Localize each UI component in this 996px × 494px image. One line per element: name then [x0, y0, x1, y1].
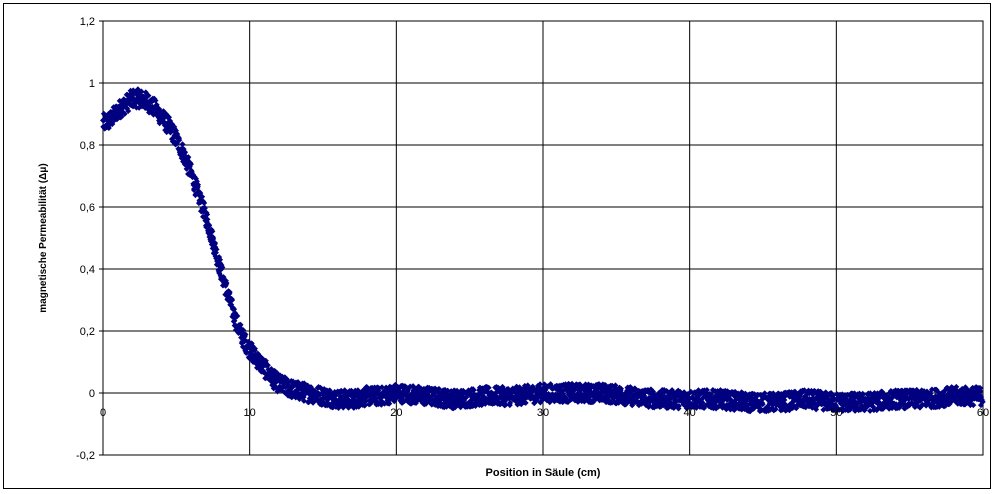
data-point — [237, 321, 244, 328]
data-point — [502, 401, 509, 408]
y-tick-label: 0,2 — [80, 326, 95, 338]
chart-svg: -0,2 0 0,2 0,4 0,6 0,8 1 1,2 0 10 20 30 40 50 60 magne… — [38, 16, 989, 479]
data-markers — [100, 86, 986, 415]
data-point — [223, 279, 230, 286]
data-point — [251, 345, 258, 352]
data-point — [378, 384, 385, 391]
x-tick-label: 0 — [100, 407, 106, 419]
data-point — [229, 297, 236, 304]
data-point — [524, 382, 531, 389]
y-tick-label: 0,8 — [80, 140, 95, 152]
x-axis-title: Position in Säule (cm) — [486, 467, 601, 479]
data-point — [182, 149, 189, 156]
data-point — [255, 363, 262, 370]
data-point — [979, 398, 986, 405]
data-point — [199, 193, 206, 200]
data-point — [485, 384, 492, 391]
data-point — [217, 256, 224, 263]
data-point — [195, 181, 202, 188]
data-point — [118, 113, 125, 120]
data-point — [860, 391, 867, 398]
data-point — [209, 228, 216, 235]
data-point — [326, 387, 333, 394]
data-point — [201, 200, 208, 207]
data-point — [507, 399, 514, 406]
data-point — [138, 88, 145, 95]
data-point — [206, 222, 213, 229]
data-point — [204, 216, 211, 223]
x-tick-label: 30 — [537, 407, 549, 419]
data-point — [240, 327, 247, 334]
data-point — [733, 396, 740, 403]
x-tick-label: 60 — [977, 407, 989, 419]
data-point — [618, 385, 625, 392]
y-tick-label: 0 — [89, 388, 95, 400]
data-point — [867, 407, 874, 414]
x-tick-label: 50 — [830, 407, 842, 419]
data-point — [234, 313, 241, 320]
data-point — [242, 331, 249, 338]
data-point — [152, 97, 159, 104]
data-point — [470, 387, 477, 394]
chart-frame: -0,2 0 0,2 0,4 0,6 0,8 1 1,2 0 10 20 30 40 50 60 magne… — [3, 3, 991, 489]
data-point — [179, 141, 186, 148]
data-point — [537, 381, 544, 388]
data-point — [977, 388, 984, 395]
data-point — [262, 357, 269, 364]
data-point — [977, 385, 984, 392]
data-point — [185, 154, 192, 161]
y-tick-label: 0,4 — [80, 264, 95, 276]
data-point — [264, 362, 271, 369]
data-point — [386, 400, 393, 407]
data-point — [213, 246, 220, 253]
data-point — [699, 399, 706, 406]
data-point — [970, 402, 977, 409]
tick-labels: -0,2 0 0,2 0,4 0,6 0,8 1 1,2 0 10 20 30 40 50 60 — [76, 16, 989, 462]
data-point — [124, 105, 131, 112]
x-tick-label: 10 — [244, 407, 256, 419]
data-point — [219, 264, 226, 271]
data-point — [226, 289, 233, 296]
data-point — [708, 391, 715, 398]
data-point — [759, 401, 766, 408]
data-point — [121, 110, 128, 117]
data-point — [212, 239, 219, 246]
data-point — [125, 108, 132, 115]
data-point — [188, 161, 194, 168]
data-point — [145, 92, 152, 99]
y-tick-label: 1 — [89, 78, 95, 90]
data-point — [204, 211, 211, 218]
data-point — [781, 396, 788, 403]
y-tick-label: 1,2 — [80, 16, 95, 28]
y-tick-label: -0,2 — [76, 450, 95, 462]
y-axis-title: magnetische Permeabilität (Δμ) — [38, 163, 49, 312]
x-tick-label: 20 — [390, 407, 402, 419]
data-point — [953, 383, 960, 390]
data-point — [612, 382, 619, 389]
data-point — [675, 403, 682, 410]
data-point — [703, 387, 710, 394]
y-tick-label: 0,6 — [80, 202, 95, 214]
x-tick-label: 40 — [684, 407, 696, 419]
data-point — [436, 386, 443, 393]
data-point — [512, 394, 519, 401]
data-point — [772, 406, 779, 413]
data-point — [176, 137, 183, 144]
data-point — [522, 399, 529, 406]
